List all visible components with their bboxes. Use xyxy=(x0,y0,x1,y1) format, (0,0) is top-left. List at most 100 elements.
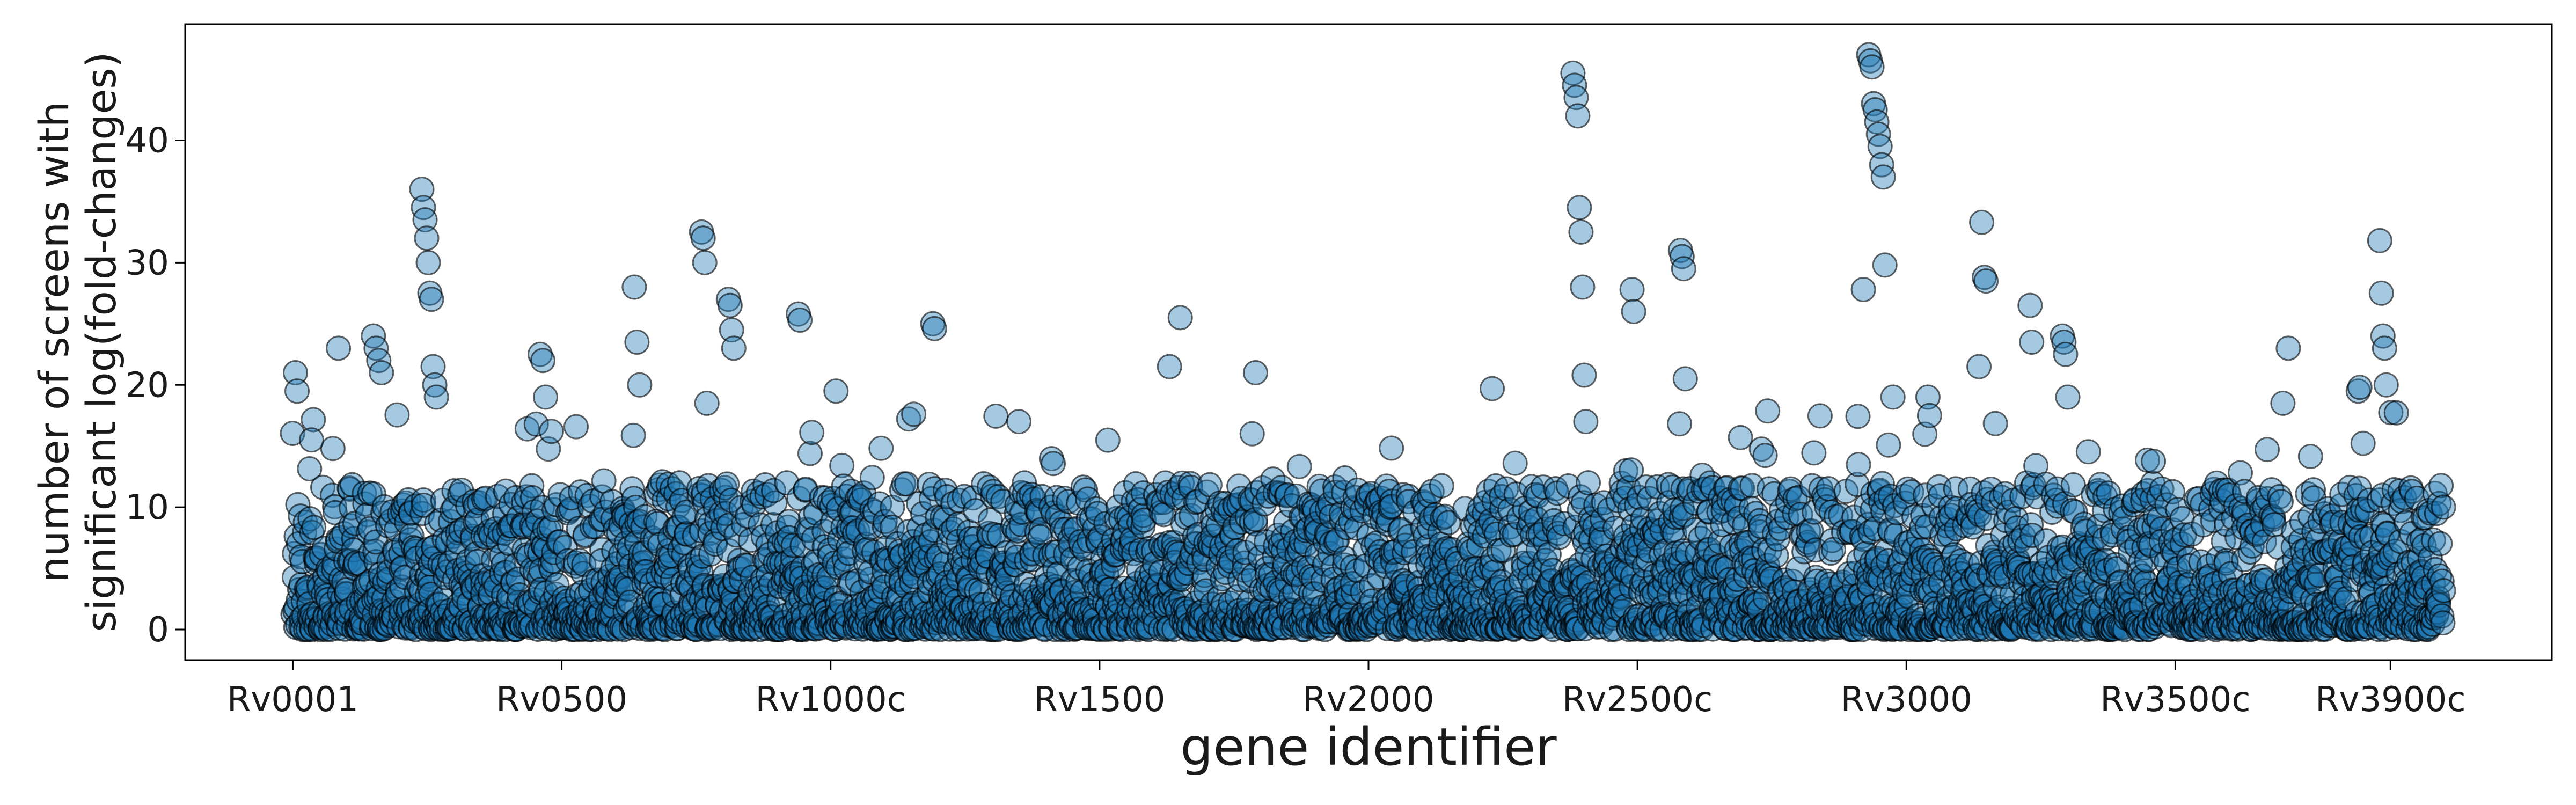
x-tick-label: Rv0001 xyxy=(227,680,358,720)
background-point xyxy=(1755,398,1781,424)
data-point xyxy=(533,384,558,410)
background-point xyxy=(1846,452,1871,478)
background-point xyxy=(619,476,645,502)
data-point xyxy=(1969,209,1995,235)
x-tick-label: Rv1000c xyxy=(756,680,906,720)
data-point xyxy=(2270,390,2296,416)
data-point xyxy=(1621,299,1646,324)
y-tick-label: 30 xyxy=(126,243,169,283)
data-point xyxy=(1872,252,1898,278)
data-point xyxy=(1966,354,1992,379)
data-point xyxy=(1573,409,1599,435)
background-point xyxy=(523,411,549,437)
data-point xyxy=(2017,292,2043,318)
background-point xyxy=(2268,489,2294,515)
data-point xyxy=(2373,372,2399,398)
background-point xyxy=(411,492,436,518)
background-point xyxy=(2428,473,2454,499)
background-point xyxy=(761,478,786,503)
data-point xyxy=(1568,219,1594,245)
background-point xyxy=(564,414,589,440)
data-point xyxy=(1671,256,1696,282)
data-point xyxy=(717,292,743,318)
data-point xyxy=(2367,228,2392,253)
points-layer xyxy=(280,42,2456,642)
data-point xyxy=(1571,362,1597,388)
data-point xyxy=(1973,268,1999,294)
data-point xyxy=(1859,54,1885,80)
background-point xyxy=(2350,430,2376,456)
data-point xyxy=(2275,335,2301,361)
background-point xyxy=(1006,409,1031,435)
background-point xyxy=(1982,411,2008,436)
data-point xyxy=(284,378,310,404)
data-point xyxy=(1870,164,1896,190)
data-point xyxy=(2347,375,2373,400)
data-point xyxy=(2019,330,2045,355)
background-point xyxy=(301,515,327,540)
background-point xyxy=(320,436,346,462)
background-point xyxy=(1807,403,1833,429)
data-point xyxy=(369,360,394,385)
x-tick-label: Rv2500c xyxy=(1562,680,1713,720)
data-point xyxy=(823,378,849,404)
background-point xyxy=(983,403,1009,429)
y-tick-label: 10 xyxy=(126,488,169,528)
data-point xyxy=(1157,354,1182,379)
data-point xyxy=(423,384,449,410)
background-point xyxy=(1876,432,1901,458)
data-point xyxy=(1570,274,1596,300)
background-point xyxy=(2427,531,2453,557)
background-point xyxy=(2141,449,2167,474)
data-point xyxy=(690,225,716,251)
data-point xyxy=(692,250,718,275)
data-point xyxy=(1243,360,1268,385)
background-point xyxy=(337,477,363,502)
background-point xyxy=(352,480,377,506)
background-point xyxy=(1095,427,1121,453)
background-point xyxy=(280,421,305,446)
y-tick-label: 0 xyxy=(147,610,169,650)
background-point xyxy=(1801,440,1827,466)
data-point xyxy=(2053,341,2079,367)
background-point xyxy=(2255,437,2280,463)
background-point xyxy=(620,422,646,448)
background-point xyxy=(1286,453,1312,479)
background-point xyxy=(797,441,823,466)
data-point xyxy=(694,390,720,416)
data-point xyxy=(1916,402,1942,428)
background-point xyxy=(2297,444,2323,469)
data-point xyxy=(1672,366,1698,392)
background-point xyxy=(2431,494,2456,520)
y-axis-title-line-2: significant log(fold-changes) xyxy=(77,52,125,632)
background-point xyxy=(1502,450,1528,476)
x-tick-label: Rv1500 xyxy=(1034,680,1165,720)
x-tick-label: Rv2000 xyxy=(1302,680,1434,720)
data-point xyxy=(2368,280,2394,306)
background-point xyxy=(301,407,326,433)
data-point xyxy=(415,250,441,275)
data-point xyxy=(2055,384,2081,410)
data-point xyxy=(530,348,555,374)
x-tick-label: Rv3000 xyxy=(1841,680,1972,720)
background-point xyxy=(689,518,714,544)
x-tick-label: Rv3900c xyxy=(2315,680,2465,720)
background-point xyxy=(859,465,885,491)
background-point xyxy=(686,475,712,501)
data-point xyxy=(1567,195,1592,221)
data-point xyxy=(1880,384,1906,410)
data-point xyxy=(1167,305,1193,331)
y-tick-label: 40 xyxy=(126,121,169,160)
x-tick-label: Rv0500 xyxy=(496,680,627,720)
background-point xyxy=(572,522,598,548)
background-point xyxy=(568,479,594,505)
data-point xyxy=(299,427,324,453)
background-point xyxy=(297,456,323,481)
background-point xyxy=(2383,400,2409,426)
y-axis-title: number of screens with significant log(f… xyxy=(30,52,125,632)
data-point xyxy=(721,335,747,361)
background-point xyxy=(868,435,894,461)
background-point xyxy=(2431,578,2456,603)
data-point xyxy=(1619,277,1645,302)
